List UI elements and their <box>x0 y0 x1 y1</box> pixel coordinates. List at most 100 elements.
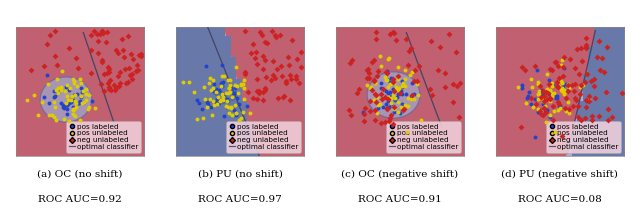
Point <box>212 75 222 78</box>
Point <box>404 31 415 35</box>
Point <box>266 141 276 144</box>
Point <box>201 26 211 29</box>
Point <box>68 77 78 80</box>
Point <box>556 63 566 66</box>
Point <box>173 53 184 57</box>
Point <box>548 119 558 122</box>
Point <box>189 97 200 100</box>
Point <box>448 42 458 46</box>
Point <box>614 135 624 139</box>
Point <box>294 48 304 51</box>
Point <box>19 81 29 84</box>
Point <box>78 90 88 93</box>
Point <box>128 108 138 111</box>
Point <box>531 42 541 46</box>
Point <box>223 97 233 100</box>
Point <box>527 85 538 89</box>
Point <box>218 98 228 101</box>
Point <box>504 70 515 73</box>
Point <box>354 87 364 91</box>
Point <box>179 37 189 40</box>
Point <box>41 103 51 106</box>
Point <box>608 64 618 68</box>
Point <box>125 74 135 77</box>
Point <box>608 108 618 111</box>
Point <box>261 64 271 68</box>
Point <box>597 141 607 144</box>
Point <box>608 86 618 89</box>
Point <box>504 141 515 144</box>
Point <box>68 119 78 122</box>
Point <box>95 59 106 62</box>
Point <box>393 101 403 104</box>
Point <box>533 82 543 85</box>
Point <box>575 75 586 78</box>
Point <box>173 97 184 100</box>
Point <box>437 70 447 73</box>
Point <box>582 100 593 103</box>
Point <box>173 70 184 73</box>
Point <box>204 82 214 85</box>
Point <box>217 124 227 128</box>
Point <box>448 37 458 40</box>
Point <box>526 59 536 62</box>
Point <box>355 37 365 40</box>
Point <box>239 124 249 128</box>
Point <box>179 152 189 155</box>
Point <box>493 152 504 155</box>
Point <box>128 48 138 51</box>
Point <box>195 53 205 57</box>
Point <box>619 124 629 128</box>
Point <box>191 98 202 102</box>
Point <box>603 92 613 95</box>
Point <box>575 92 586 95</box>
Point <box>179 70 189 73</box>
Point <box>112 92 122 95</box>
Point <box>255 114 266 117</box>
Point <box>586 124 596 128</box>
Point <box>355 86 365 89</box>
Point <box>95 33 105 36</box>
Point <box>525 97 536 100</box>
Point <box>603 92 613 95</box>
Point <box>395 112 405 115</box>
Point <box>217 97 227 100</box>
Point <box>112 64 122 68</box>
Point <box>394 92 404 96</box>
Point <box>217 48 227 51</box>
Point <box>206 26 216 29</box>
Point <box>46 97 56 100</box>
Point <box>597 86 607 89</box>
Point <box>35 26 45 29</box>
Point <box>112 81 122 84</box>
Point <box>57 64 67 68</box>
Point <box>526 119 536 122</box>
Point <box>173 42 184 46</box>
Point <box>603 135 613 139</box>
Point <box>238 82 248 85</box>
Point <box>432 119 442 122</box>
Point <box>355 114 365 117</box>
Point <box>201 70 211 73</box>
Point <box>603 124 613 128</box>
Point <box>563 107 573 110</box>
Point <box>206 135 216 139</box>
Legend: pos labeled, pos unlabeled, neg unlabeled, optimal classifier: pos labeled, pos unlabeled, neg unlabele… <box>67 121 141 153</box>
Point <box>448 86 458 89</box>
Point <box>234 124 244 128</box>
Point <box>73 101 83 105</box>
Point <box>493 135 504 139</box>
Point <box>189 130 200 133</box>
Point <box>60 89 70 93</box>
Point <box>217 42 227 46</box>
Point <box>49 95 59 98</box>
Point <box>106 31 116 35</box>
Point <box>217 119 227 122</box>
Point <box>372 108 382 111</box>
Point <box>74 141 84 144</box>
Point <box>377 42 387 46</box>
Point <box>134 26 144 29</box>
Point <box>217 114 227 117</box>
Point <box>261 119 271 122</box>
Point <box>246 51 256 55</box>
